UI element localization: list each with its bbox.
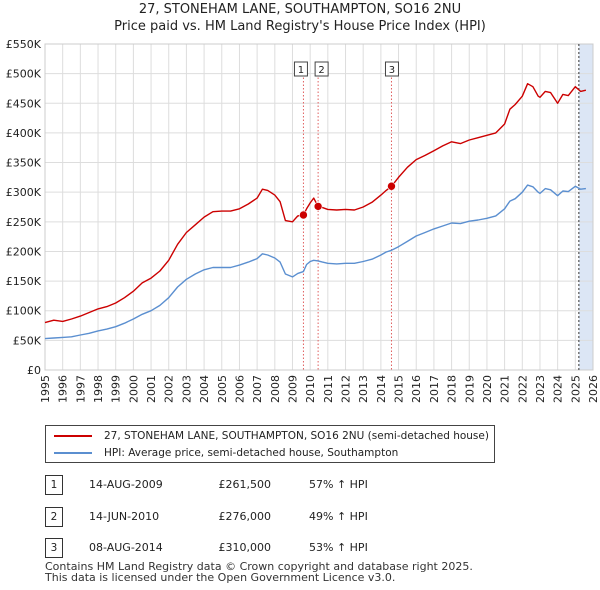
y-tick-label: £200K: [6, 245, 42, 258]
x-tick-label: 2010: [304, 375, 317, 403]
price-chart: £0 £50K £100K £150K £200K £250K £300K £350K £400…: [6, 38, 600, 403]
footer-copyright: Contains HM Land Registry data © Crown c…: [45, 560, 473, 573]
x-tick-label: 2014: [375, 375, 388, 403]
x-tick-label: 2018: [446, 375, 459, 403]
legend-label-hpi: HPI: Average price, semi-detached house,…: [104, 447, 399, 459]
transaction-box-number: 3: [389, 65, 395, 76]
property-price-line: [44, 82, 587, 324]
x-tick-label: 2012: [340, 375, 353, 403]
transaction-box: [314, 61, 329, 77]
legend-swatch-property: [54, 435, 92, 437]
x-tick-label: 2016: [410, 375, 423, 403]
y-tick-label: £0: [27, 364, 41, 377]
y-tick-label: £450K: [6, 97, 42, 110]
transaction-number: 1: [45, 475, 63, 495]
legend-label-property: 27, STONEHAM LANE, SOUTHAMPTON, SO16 2NU…: [104, 430, 489, 442]
footer-license: This data is licensed under the Open Gov…: [45, 571, 396, 584]
table-row: 2 14-JUN-2010 £276,000 49% ↑ HPI: [45, 507, 465, 527]
transaction-box: [384, 61, 399, 77]
x-tick-label: 2000: [127, 375, 140, 403]
transaction-hpi: 53% ↑ HPI: [309, 541, 368, 554]
transaction-date: 14-AUG-2009: [89, 478, 163, 491]
y-tick-label: £100K: [6, 305, 42, 318]
transaction-date: 14-JUN-2010: [89, 510, 160, 523]
transaction-price: £310,000: [218, 541, 272, 554]
y-tick-label: £300K: [6, 186, 42, 199]
x-tick-label: 1998: [92, 375, 105, 403]
plot-frame: [44, 43, 594, 371]
hpi-line: [44, 184, 586, 340]
x-tick-label: 2020: [481, 375, 494, 403]
x-tick-label: 2013: [357, 375, 370, 403]
x-tick-label: 2002: [163, 375, 176, 403]
x-tick-label: 2007: [251, 375, 264, 403]
chart-subtitle: Price paid vs. HM Land Registry's House …: [114, 19, 486, 34]
x-tick-label: 2011: [322, 375, 335, 403]
x-tick-label: 2017: [428, 375, 441, 403]
transaction-box-number: 2: [318, 65, 324, 76]
future-shade: [578, 44, 593, 370]
transaction-price: £261,500: [218, 478, 272, 491]
x-tick-label: 2008: [269, 375, 282, 403]
x-tick-label: 1997: [74, 375, 87, 403]
transaction-point: [313, 202, 323, 211]
chart-title: 27, STONEHAM LANE, SOUTHAMPTON, SO16 2NU: [138, 2, 462, 17]
legend: 27, STONEHAM LANE, SOUTHAMPTON, SO16 2NU…: [45, 425, 495, 463]
x-tick-label: 1999: [110, 375, 123, 403]
x-tick-label: 1995: [39, 375, 52, 403]
transaction-point: [387, 181, 396, 191]
x-tick-label: 2019: [463, 375, 476, 403]
transaction-point: [299, 210, 308, 220]
legend-item-property: 27, STONEHAM LANE, SOUTHAMPTON, SO16 2NU…: [54, 428, 489, 444]
x-tick-label: 2006: [233, 375, 246, 403]
transaction-hpi: 49% ↑ HPI: [309, 510, 368, 523]
y-tick-label: £550K: [6, 38, 42, 51]
x-tick-label: 1996: [57, 375, 70, 403]
y-tick-label: £250K: [6, 216, 42, 229]
y-tick-label: £150K: [6, 275, 42, 288]
y-tick-label: £50K: [13, 334, 42, 347]
x-tick-label: 2009: [286, 375, 299, 403]
x-tick-label: 2005: [216, 375, 229, 403]
x-tick-label: 2025: [569, 375, 582, 403]
transaction-date: 08-AUG-2014: [89, 541, 163, 554]
table-row: 1 14-AUG-2009 £261,500 57% ↑ HPI: [45, 475, 465, 495]
y-tick-label: £350K: [6, 157, 42, 170]
transaction-price: £276,000: [218, 510, 272, 523]
table-row: 3 08-AUG-2014 £310,000 53% ↑ HPI: [45, 538, 465, 558]
x-tick-label: 2021: [499, 375, 512, 403]
x-tick-label: 2015: [393, 375, 406, 403]
legend-swatch-hpi: [54, 452, 92, 454]
transaction-hpi: 57% ↑ HPI: [309, 478, 368, 491]
x-tick-label: 2003: [180, 375, 193, 403]
x-tick-label: 2001: [145, 375, 158, 403]
x-tick-label: 2024: [552, 375, 565, 403]
x-tick-label: 2026: [587, 375, 600, 403]
legend-item-hpi: HPI: Average price, semi-detached house,…: [54, 445, 398, 461]
x-tick-label: 2023: [534, 375, 547, 403]
y-tick-label: £500K: [6, 68, 42, 81]
y-tick-label: £400K: [6, 127, 42, 140]
x-tick-label: 2004: [198, 375, 211, 403]
transaction-box-number: 1: [298, 65, 304, 76]
transaction-box: [293, 61, 308, 77]
transaction-number: 3: [45, 538, 63, 558]
transaction-number: 2: [45, 507, 63, 527]
x-tick-label: 2022: [516, 375, 529, 403]
